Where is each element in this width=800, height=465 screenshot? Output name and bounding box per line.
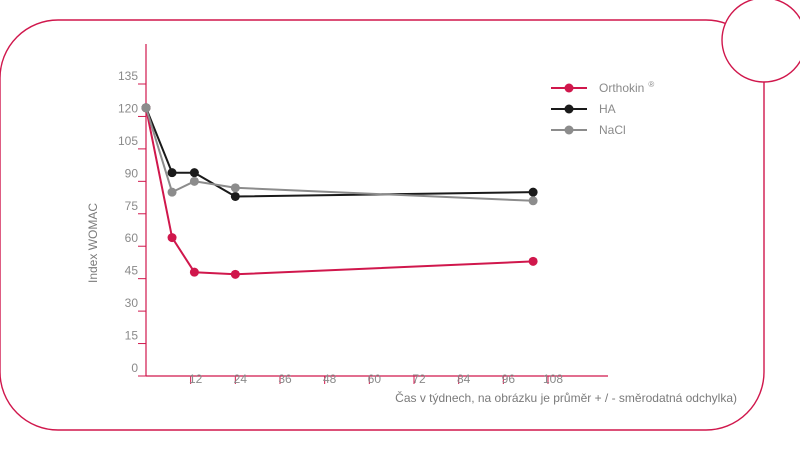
y-tick-label: 0 (131, 361, 138, 375)
data-point (230, 183, 240, 193)
data-point (141, 103, 151, 113)
legend: Orthokin ® HA NaCl (551, 80, 654, 137)
x-tick-label: 72 (412, 372, 426, 386)
y-tick-label: 75 (125, 199, 139, 213)
x-axis-title: Čas v týdnech, na obrázku je průměr + / … (395, 390, 737, 405)
data-point (528, 187, 538, 197)
y-tick-label: 135 (118, 69, 138, 83)
legend-label: Orthokin (599, 81, 644, 95)
series-ha (141, 103, 538, 201)
data-point (167, 187, 177, 197)
x-axis-ticks: 12 24 36 48 60 72 84 96 108 (189, 372, 563, 386)
y-tick-label: 30 (125, 296, 139, 310)
x-tick-label: 48 (323, 372, 337, 386)
axes (145, 44, 608, 377)
legend-label: NaCl (599, 123, 626, 137)
corner-circle-decoration (721, 0, 800, 83)
y-axis-title: Index WOMAC (86, 203, 100, 283)
x-tick-label: 12 (189, 372, 203, 386)
series-nacl (141, 103, 538, 206)
data-point (528, 196, 538, 206)
legend-swatch-marker (564, 104, 574, 114)
frame (0, 0, 800, 431)
data-point (189, 168, 199, 178)
series-orthokin (141, 103, 538, 279)
legend-swatch-marker (564, 125, 574, 135)
data-point (189, 176, 199, 186)
legend-item-ha: HA (551, 102, 616, 116)
y-tick-label: 45 (125, 264, 139, 278)
y-tick-label: 90 (125, 166, 139, 180)
x-tick-label: 24 (234, 372, 248, 386)
y-tick-label: 15 (125, 329, 139, 343)
legend-superscript: ® (648, 80, 654, 89)
y-tick-label: 120 (118, 101, 138, 115)
data-point (167, 168, 177, 178)
data-point (189, 267, 199, 277)
data-point (230, 269, 240, 279)
series-line (145, 107, 534, 202)
x-tick-label: 60 (368, 372, 382, 386)
data-point (167, 233, 177, 243)
x-tick-label: 96 (502, 372, 516, 386)
data-point (528, 256, 538, 266)
x-tick-label: 108 (543, 372, 563, 386)
legend-label: HA (599, 102, 616, 116)
legend-item-orthokin: Orthokin ® (551, 80, 654, 95)
x-tick-label: 84 (457, 372, 471, 386)
y-tick-label: 60 (125, 231, 139, 245)
legend-item-nacl: NaCl (551, 123, 626, 137)
y-tick-label: 105 (118, 134, 138, 148)
x-tick-label: 36 (278, 372, 292, 386)
series-layer (141, 103, 538, 279)
legend-swatch-marker (564, 83, 574, 93)
data-point (230, 191, 240, 201)
y-axis-ticks: 0 15 30 45 60 75 90 105 120 135 (118, 69, 146, 377)
series-line (145, 107, 534, 276)
